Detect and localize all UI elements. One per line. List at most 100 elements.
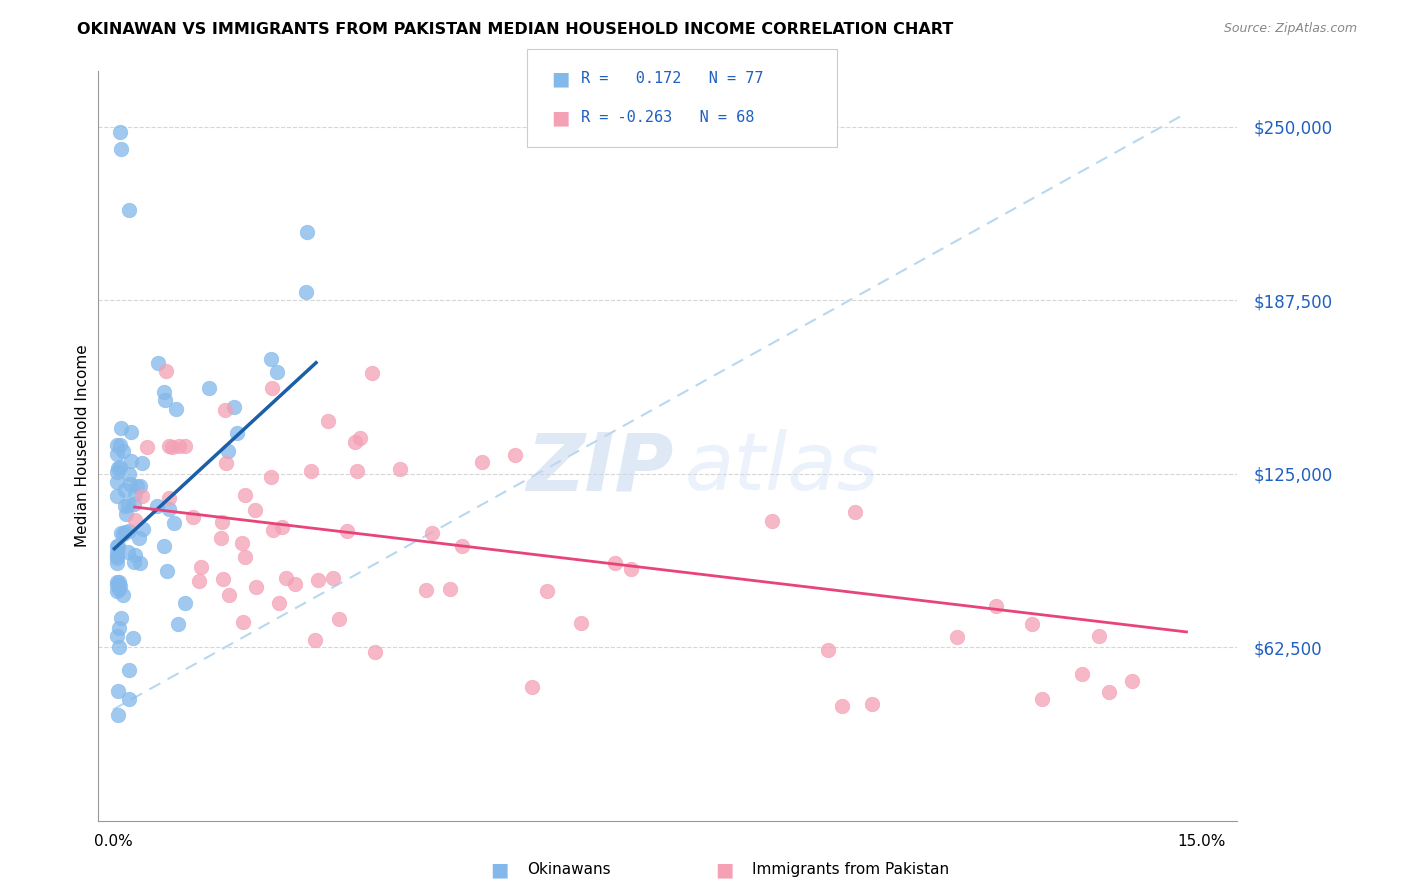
Point <box>761 514 783 528</box>
Text: ■: ■ <box>714 860 734 880</box>
Point <box>110 611 132 625</box>
Point <box>360 366 382 380</box>
Point <box>108 125 131 139</box>
Point <box>231 536 253 550</box>
Point <box>211 515 233 529</box>
Point <box>1021 617 1043 632</box>
Point <box>105 583 128 598</box>
Point <box>422 526 444 541</box>
Point <box>232 615 254 629</box>
Point <box>131 522 153 536</box>
Point <box>198 381 221 395</box>
Point <box>235 488 257 502</box>
Point <box>946 630 969 644</box>
Point <box>328 612 350 626</box>
Point <box>984 599 1007 614</box>
Point <box>209 531 232 545</box>
Point <box>1071 666 1094 681</box>
Text: R =   0.172   N = 77: R = 0.172 N = 77 <box>581 71 763 86</box>
Point <box>245 580 267 594</box>
Point <box>122 555 145 569</box>
Point <box>218 588 240 602</box>
Point <box>364 645 387 659</box>
Text: Immigrants from Pakistan: Immigrants from Pakistan <box>752 863 949 877</box>
Point <box>157 501 180 516</box>
Text: atlas: atlas <box>685 429 879 508</box>
Point <box>124 497 146 511</box>
Point <box>105 438 128 452</box>
Text: ■: ■ <box>551 108 569 128</box>
Point <box>260 352 283 367</box>
Point <box>336 524 359 538</box>
Point <box>108 640 131 655</box>
Point <box>114 525 136 540</box>
Point <box>107 684 129 698</box>
Text: Okinawans: Okinawans <box>527 863 610 877</box>
Point <box>174 596 197 610</box>
Point <box>274 571 297 585</box>
Point <box>129 557 152 571</box>
Point <box>118 476 141 491</box>
Point <box>262 524 284 538</box>
Point <box>157 491 180 505</box>
Point <box>304 633 326 648</box>
Point <box>118 691 141 706</box>
Point <box>108 574 131 589</box>
Point <box>603 556 626 570</box>
Point <box>131 456 153 470</box>
Point <box>225 425 247 440</box>
Point <box>118 663 141 677</box>
Point <box>118 467 141 481</box>
Point <box>110 421 132 435</box>
Point <box>169 439 191 453</box>
Point <box>146 356 169 370</box>
Point <box>127 479 149 493</box>
Point <box>105 551 128 566</box>
Point <box>112 588 135 602</box>
Point <box>215 456 238 470</box>
Point <box>108 621 131 635</box>
Point <box>388 462 411 476</box>
Point <box>217 443 239 458</box>
Point <box>188 574 211 588</box>
Point <box>107 708 129 723</box>
Point <box>214 403 236 417</box>
Point <box>471 455 494 469</box>
Point <box>844 505 866 519</box>
Point <box>181 510 204 524</box>
Point <box>118 524 141 539</box>
Point <box>166 617 188 632</box>
Text: OKINAWAN VS IMMIGRANTS FROM PAKISTAN MEDIAN HOUSEHOLD INCOME CORRELATION CHART: OKINAWAN VS IMMIGRANTS FROM PAKISTAN MED… <box>77 22 953 37</box>
Point <box>860 697 883 711</box>
Point <box>153 384 176 399</box>
Point <box>831 699 853 714</box>
Point <box>190 559 212 574</box>
Point <box>235 549 257 564</box>
Point <box>349 431 371 445</box>
Point <box>105 539 128 553</box>
Point <box>536 584 558 599</box>
Point <box>307 573 329 587</box>
Point <box>112 527 135 541</box>
Point <box>105 629 128 643</box>
Point <box>1121 673 1143 688</box>
Point <box>1088 629 1111 643</box>
Point <box>105 475 128 489</box>
Point <box>117 498 139 512</box>
Point <box>522 681 544 695</box>
Point <box>110 526 132 541</box>
Point <box>160 440 183 454</box>
Point <box>260 469 283 483</box>
Point <box>105 489 128 503</box>
Text: ■: ■ <box>551 69 569 88</box>
Y-axis label: Median Household Income: Median Household Income <box>75 344 90 548</box>
Point <box>131 489 153 503</box>
Point <box>118 203 141 218</box>
Point <box>128 531 150 545</box>
Point <box>294 285 316 299</box>
Point <box>108 459 131 474</box>
Point <box>122 631 145 645</box>
Point <box>107 539 129 553</box>
Point <box>267 596 290 610</box>
Point <box>110 579 132 593</box>
